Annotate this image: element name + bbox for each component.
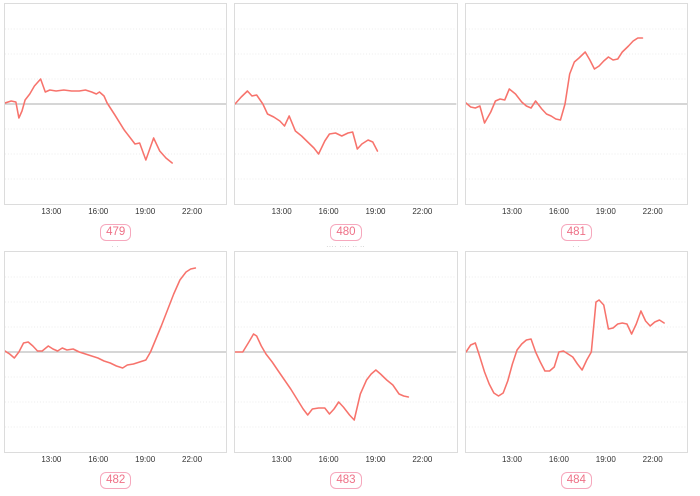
chart-number-badge: 479 [100,224,132,241]
x-tick-label: 16:00 [88,455,109,464]
badge-row: 479 [4,218,227,244]
x-axis: 13:00 16:00 19:00 22:00 [4,205,227,218]
x-tick-label: 22:00 [412,207,433,216]
x-axis: 13:00 16:00 19:00 22:00 [234,453,457,466]
x-tick-label: 19:00 [365,207,386,216]
x-tick-label: 19:00 [135,207,156,216]
x-tick-label: 13:00 [501,455,523,464]
x-tick-label: 16:00 [318,207,339,216]
chart-number-badge: 482 [100,472,132,489]
x-tick-label: 19:00 [365,455,386,464]
plot-area [464,251,688,453]
x-tick-label: 16:00 [548,455,569,464]
chart-card: · · 13:00 16:00 19:00 22:00 484 [464,244,688,492]
chart-card: · · 13:00 16:00 19:00 22:00 482 [4,244,228,492]
line-chart-svg [235,28,457,180]
chart-title-fragment: · · [572,244,581,250]
chart-card: ···· ···· ·· ·· 13:00 16:00 19:00 22:00 … [234,244,458,492]
x-axis: 13:00 16:00 19:00 22:00 [4,453,227,466]
plot-area [234,3,458,205]
series-line [235,333,410,421]
x-tick-label: 16:00 [548,207,569,216]
badge-row: 481 [465,218,688,244]
badge-row: 483 [234,466,457,492]
x-tick-label: 19:00 [595,207,616,216]
x-tick-label: 22:00 [182,207,203,216]
chart-card: · · · 13:00 16:00 19:00 22:00 479 [4,0,228,244]
badge-row: 484 [465,466,688,492]
x-tick-label: 19:00 [135,455,156,464]
x-tick-label: 13:00 [271,455,292,464]
chart-title-fragment: ···· /·· / ·· [234,0,457,3]
plot-area [4,251,228,453]
chart-title-fragment: · · [465,0,688,3]
series-line [465,299,665,397]
chart-card: · · 13:00 16:00 19:00 22:00 481 [464,0,688,244]
x-tick-label: 22:00 [182,455,203,464]
x-tick-label: 13:00 [501,207,523,216]
series-line [5,78,173,164]
series-line [5,267,197,369]
x-axis: 13:00 16:00 19:00 22:00 [465,205,688,218]
badge-row: 482 [4,466,227,492]
badge-row: 480 [234,218,457,244]
chart-number-badge: 483 [330,472,362,489]
x-tick-label: 22:00 [642,207,663,216]
line-chart-svg [235,276,457,428]
x-tick-label: 13:00 [271,207,292,216]
chart-title-fragment: · · · [4,0,227,3]
plot-area [234,251,458,453]
x-axis: 13:00 16:00 19:00 22:00 [465,453,688,466]
plot-area [4,3,228,205]
chart-title-fragment: · · [111,244,120,250]
chart-card: ···· /·· / ·· 13:00 16:00 19:00 22:00 48… [234,0,458,244]
x-tick-label: 19:00 [595,455,616,464]
x-tick-label: 16:00 [88,207,109,216]
x-tick-label: 13:00 [41,455,62,464]
line-chart-svg [5,28,227,180]
x-tick-label: 22:00 [642,455,663,464]
x-tick-label: 22:00 [412,455,433,464]
line-chart-svg [5,267,227,428]
line-chart-svg [465,28,687,180]
plot-area [464,3,688,205]
chart-number-badge: 480 [330,224,362,241]
x-tick-label: 13:00 [41,207,62,216]
chart-number-badge: 481 [560,224,592,241]
series-line [465,37,643,124]
chart-number-badge: 484 [560,472,592,489]
x-axis: 13:00 16:00 19:00 22:00 [234,205,457,218]
series-line [235,90,379,155]
line-chart-svg [465,276,687,428]
x-tick-label: 16:00 [318,455,339,464]
chart-title-fragment: ···· ···· ·· ·· [326,244,366,250]
